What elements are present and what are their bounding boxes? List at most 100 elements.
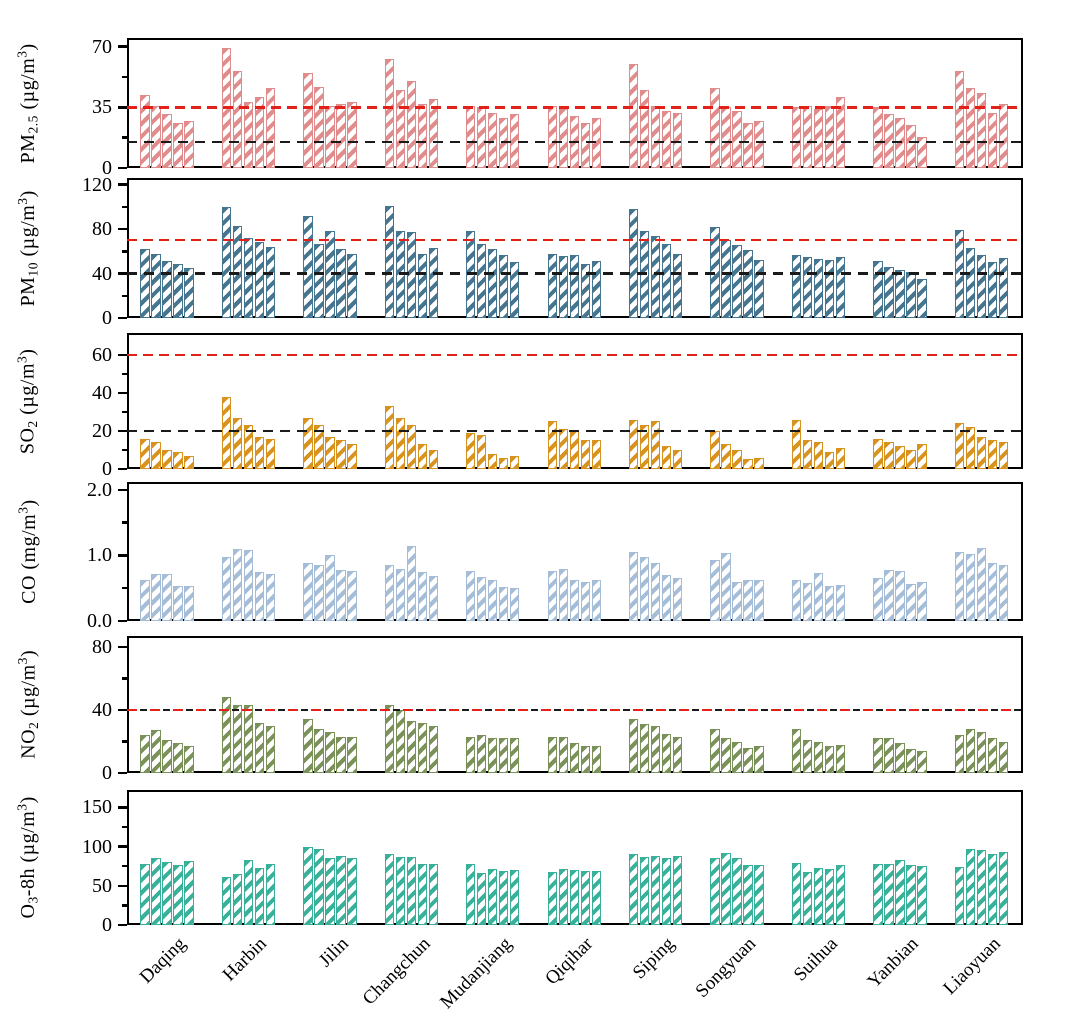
bar-pm10-mudanjiang-3 xyxy=(488,249,498,318)
bar-co-mudanjiang-2 xyxy=(477,577,487,621)
bar-no2-changchun-4 xyxy=(417,722,427,773)
bar-o3-harbin-1 xyxy=(221,877,232,925)
y-tick-minor xyxy=(122,294,127,298)
bar-pm10-qiqihar-2 xyxy=(558,255,568,318)
y-tick-label: 40 xyxy=(92,699,112,721)
bar-co-siping-4 xyxy=(661,575,672,621)
x-tick-label-daqing: Daqing xyxy=(135,933,190,988)
x-tick-label-harbin: Harbin xyxy=(219,933,272,986)
bar-o3-jilin-2 xyxy=(314,848,324,925)
bar-so2-harbin-4 xyxy=(254,436,265,469)
bar-so2-liaoyuan-2 xyxy=(965,427,976,469)
bar-co-songyuan-2 xyxy=(721,553,731,621)
bar-co-songyuan-4 xyxy=(743,580,753,621)
bar-no2-mudanjiang-3 xyxy=(488,738,498,773)
bar-pm25-jilin-1 xyxy=(303,72,313,168)
bar-pm25-daqing-4 xyxy=(173,122,183,168)
bar-o3-yanbian-4 xyxy=(906,864,916,925)
bar-o3-qiqihar-2 xyxy=(558,869,568,925)
bar-o3-jilin-5 xyxy=(347,857,357,925)
bar-pm25-liaoyuan-2 xyxy=(965,88,976,168)
bar-co-qiqihar-5 xyxy=(591,579,601,621)
y-tick-label: 20 xyxy=(92,419,112,442)
bar-pm25-changchun-3 xyxy=(406,81,416,168)
bar-so2-changchun-4 xyxy=(417,444,427,469)
bar-so2-liaoyuan-4 xyxy=(987,440,998,469)
bar-co-qiqihar-4 xyxy=(580,581,590,621)
bar-pm10-qiqihar-3 xyxy=(569,254,579,318)
bar-co-suihua-1 xyxy=(791,580,802,621)
bar-co-jilin-1 xyxy=(303,562,313,621)
bar-so2-harbin-1 xyxy=(221,396,232,469)
bar-co-songyuan-1 xyxy=(710,560,720,621)
bar-pm25-jilin-3 xyxy=(325,105,335,168)
bar-no2-songyuan-3 xyxy=(732,741,742,773)
y-tick-major xyxy=(118,106,127,109)
bar-so2-songyuan-4 xyxy=(743,459,753,469)
y-tick-label: 50 xyxy=(92,874,112,897)
bar-o3-liaoyuan-4 xyxy=(987,854,998,925)
bar-so2-siping-3 xyxy=(650,421,661,469)
y-tick-minor xyxy=(122,136,127,139)
bar-pm10-daqing-2 xyxy=(151,253,161,318)
bar-pm10-liaoyuan-2 xyxy=(965,248,976,318)
bar-pm25-yanbian-5 xyxy=(917,136,927,168)
bar-o3-suihua-2 xyxy=(802,871,813,925)
y-tick-label: 60 xyxy=(92,343,112,366)
bar-pm25-songyuan-4 xyxy=(743,122,753,168)
bar-co-suihua-5 xyxy=(835,584,846,621)
bar-so2-songyuan-5 xyxy=(754,457,764,469)
y-tick-minor xyxy=(122,825,127,829)
bar-co-yanbian-4 xyxy=(906,584,916,621)
bar-co-liaoyuan-5 xyxy=(998,564,1009,621)
bar-pm25-jilin-5 xyxy=(347,102,357,168)
bar-co-changchun-3 xyxy=(406,545,416,621)
y-tick-major xyxy=(118,45,127,48)
y-tick-major xyxy=(118,488,127,492)
y-tick-major xyxy=(118,619,127,623)
bar-no2-changchun-2 xyxy=(395,710,405,773)
y-tick-label: 40 xyxy=(92,262,112,285)
bar-o3-suihua-3 xyxy=(813,868,824,925)
bar-pm10-qiqihar-5 xyxy=(591,261,601,318)
bar-pm10-yanbian-2 xyxy=(884,266,894,318)
bar-o3-siping-5 xyxy=(672,855,683,925)
bar-co-siping-2 xyxy=(639,556,650,621)
bar-no2-mudanjiang-1 xyxy=(466,736,476,773)
bar-pm25-siping-1 xyxy=(628,64,639,168)
bar-pm10-qiqihar-4 xyxy=(580,263,590,318)
bar-no2-siping-5 xyxy=(672,736,683,773)
bar-no2-yanbian-2 xyxy=(884,738,894,773)
x-tick-label-yanbian: Yanbian xyxy=(863,933,923,993)
bar-o3-harbin-5 xyxy=(265,863,276,925)
bar-so2-daqing-2 xyxy=(151,442,161,469)
bar-co-liaoyuan-1 xyxy=(954,552,965,621)
bar-o3-qiqihar-1 xyxy=(547,872,557,925)
bar-o3-liaoyuan-3 xyxy=(976,850,987,925)
bar-pm10-liaoyuan-5 xyxy=(998,258,1009,318)
y-tick-label: 70 xyxy=(92,35,112,58)
bar-pm25-daqing-2 xyxy=(151,105,161,168)
bar-no2-liaoyuan-5 xyxy=(998,741,1009,773)
bar-pm25-suihua-2 xyxy=(802,105,813,168)
x-tick-label-suihua: Suihua xyxy=(789,933,842,986)
bar-o3-harbin-2 xyxy=(232,873,243,925)
bar-co-liaoyuan-3 xyxy=(976,547,987,621)
bar-so2-yanbian-1 xyxy=(873,438,883,469)
bar-pm25-jilin-4 xyxy=(336,103,346,168)
bar-no2-jilin-5 xyxy=(347,736,357,773)
bar-o3-mudanjiang-3 xyxy=(488,869,498,925)
bar-pm25-songyuan-5 xyxy=(754,121,764,168)
bar-so2-jilin-1 xyxy=(303,417,313,469)
bar-co-harbin-4 xyxy=(254,571,265,621)
bar-pm10-yanbian-1 xyxy=(873,261,883,318)
bar-so2-qiqihar-1 xyxy=(547,421,557,469)
bar-o3-jilin-3 xyxy=(325,858,335,925)
bar-o3-suihua-5 xyxy=(835,865,846,925)
bar-pm10-suihua-3 xyxy=(813,259,824,318)
bar-o3-daqing-3 xyxy=(162,862,172,925)
bar-so2-daqing-4 xyxy=(173,451,183,469)
bar-no2-jilin-3 xyxy=(325,732,335,773)
bar-so2-songyuan-1 xyxy=(710,430,720,469)
bar-co-changchun-1 xyxy=(384,565,394,621)
